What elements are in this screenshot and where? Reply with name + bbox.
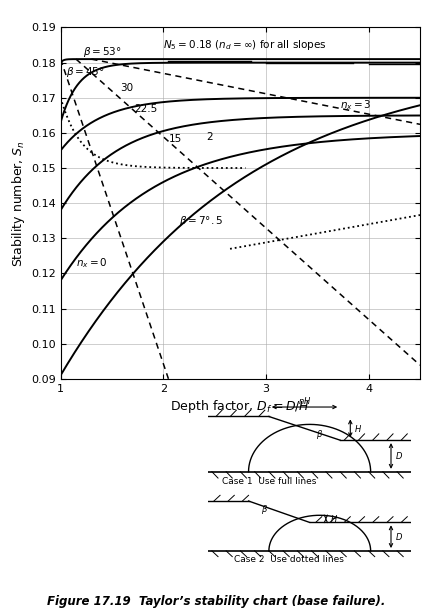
Text: 22.5: 22.5 — [135, 104, 158, 114]
Text: $n_x = 3$: $n_x = 3$ — [340, 98, 372, 112]
Text: $D$: $D$ — [395, 531, 403, 542]
Text: $\beta = 45°$: $\beta = 45°$ — [66, 65, 105, 79]
Text: 2: 2 — [207, 132, 213, 142]
Y-axis label: Stability number, $S_n$: Stability number, $S_n$ — [10, 140, 27, 266]
Text: Case 2  Use dotted lines: Case 2 Use dotted lines — [234, 555, 344, 565]
Text: $H$: $H$ — [354, 423, 362, 434]
X-axis label: Depth factor, $D_f = D/H$: Depth factor, $D_f = D/H$ — [171, 398, 310, 415]
Text: Figure 17.19  Taylor’s stability chart (base failure).: Figure 17.19 Taylor’s stability chart (b… — [47, 595, 386, 608]
Text: $nH$: $nH$ — [298, 395, 311, 406]
Text: $N_5 = 0.18$ ($n_d = \infty$) for all slopes: $N_5 = 0.18$ ($n_d = \infty$) for all sl… — [163, 37, 327, 51]
Text: $\beta$: $\beta$ — [261, 503, 268, 516]
Text: Case 1  Use full lines: Case 1 Use full lines — [222, 477, 316, 486]
Text: 15: 15 — [168, 134, 182, 144]
Text: $H$: $H$ — [330, 513, 338, 524]
Text: 30: 30 — [120, 82, 133, 93]
Text: $D$: $D$ — [395, 450, 403, 461]
Text: $\beta = 53°$: $\beta = 53°$ — [83, 45, 122, 59]
Text: $n_x = 0$: $n_x = 0$ — [76, 257, 108, 270]
Text: $\beta = 7°.5$: $\beta = 7°.5$ — [179, 214, 223, 229]
Text: $\beta$: $\beta$ — [316, 428, 323, 441]
